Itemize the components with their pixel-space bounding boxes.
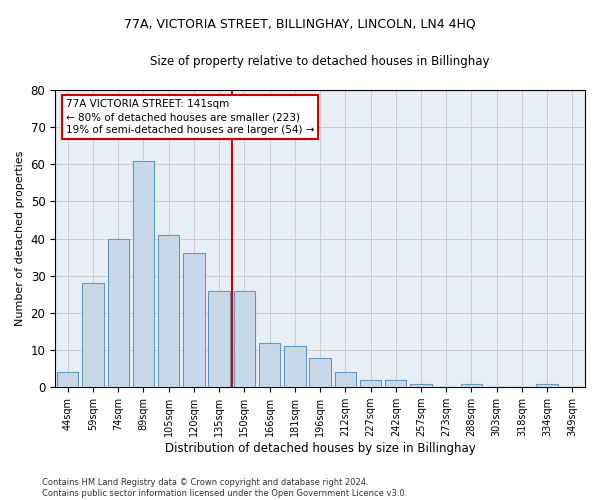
Bar	[310, 358, 331, 387]
Y-axis label: Number of detached properties: Number of detached properties	[15, 151, 25, 326]
Bar	[208, 290, 230, 387]
Bar	[158, 235, 179, 387]
Text: Contains HM Land Registry data © Crown copyright and database right 2024.
Contai: Contains HM Land Registry data © Crown c…	[42, 478, 407, 498]
Bar	[259, 342, 280, 387]
Bar	[57, 372, 79, 387]
Title: Size of property relative to detached houses in Billinghay: Size of property relative to detached ho…	[151, 55, 490, 68]
Bar	[410, 384, 432, 387]
Bar	[461, 384, 482, 387]
Text: 77A, VICTORIA STREET, BILLINGHAY, LINCOLN, LN4 4HQ: 77A, VICTORIA STREET, BILLINGHAY, LINCOL…	[124, 18, 476, 30]
Bar	[107, 238, 129, 387]
Bar	[335, 372, 356, 387]
Bar	[133, 160, 154, 387]
Bar	[385, 380, 406, 387]
Bar	[233, 290, 255, 387]
Bar	[360, 380, 381, 387]
Bar	[536, 384, 558, 387]
Bar	[183, 254, 205, 387]
Bar	[284, 346, 305, 387]
X-axis label: Distribution of detached houses by size in Billinghay: Distribution of detached houses by size …	[165, 442, 475, 455]
Bar	[82, 283, 104, 387]
Text: 77A VICTORIA STREET: 141sqm
← 80% of detached houses are smaller (223)
19% of se: 77A VICTORIA STREET: 141sqm ← 80% of det…	[66, 99, 314, 136]
